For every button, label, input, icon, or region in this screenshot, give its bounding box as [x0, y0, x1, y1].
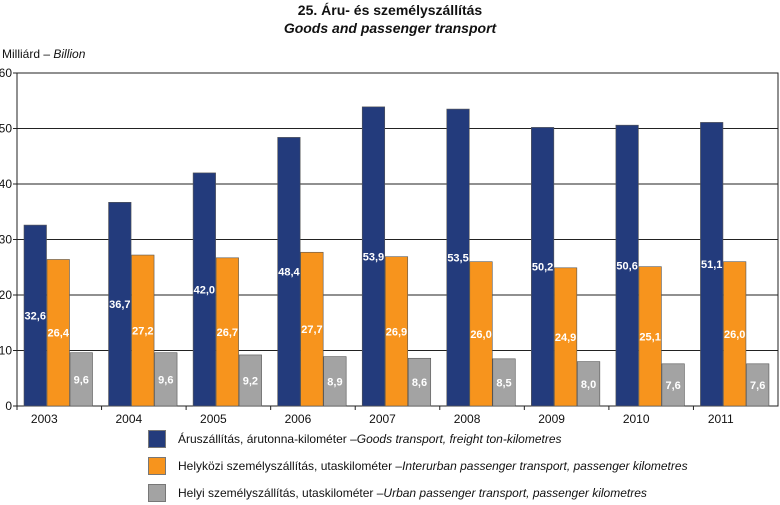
data-label: 27,7 [301, 324, 322, 336]
legend-label-en: Goods transport, freight ton-kilometres [356, 432, 562, 446]
data-label: 50,6 [616, 261, 637, 273]
data-label: 25,1 [639, 331, 660, 343]
bar [615, 124, 639, 407]
data-label: 7,6 [750, 380, 765, 392]
bar [277, 137, 301, 407]
bar [215, 257, 239, 407]
chart-title: 25. Áru- és személyszállítás [297, 2, 483, 18]
y-tick-label: 50 [0, 122, 12, 136]
legend-label-hu: Helyközi személyszállítás, utaskilométer… [178, 459, 403, 473]
legend-swatch [148, 457, 166, 475]
y-tick-label: 10 [0, 344, 12, 358]
legend-label-en: Interurban passenger transport, passenge… [402, 459, 688, 473]
data-label: 8,6 [412, 377, 427, 389]
bar [492, 358, 516, 407]
y-axis-unit: Milliárd – Billion [2, 47, 86, 61]
data-label: 26,4 [48, 328, 70, 340]
x-tick-label: 2006 [285, 412, 312, 426]
data-label: 27,2 [132, 326, 153, 338]
x-tick-label: 2003 [31, 412, 58, 426]
x-tick-label: 2008 [454, 412, 481, 426]
x-tick-label: 2007 [369, 412, 396, 426]
bar [469, 261, 493, 407]
bar [700, 122, 724, 407]
data-label: 9,2 [243, 375, 258, 387]
bar [300, 251, 324, 407]
data-label: 42,0 [194, 284, 215, 296]
legend-label-hu: Helyi személyszállítás, utaskilométer – [178, 486, 384, 500]
data-label: 24,9 [555, 332, 576, 344]
unit-hu: Milliárd [2, 47, 41, 61]
bar [192, 172, 216, 407]
bar [384, 256, 409, 407]
bar [323, 356, 347, 407]
data-label: 53,5 [447, 253, 468, 265]
bar [361, 106, 386, 407]
data-label: 32,6 [25, 311, 46, 323]
bar [531, 127, 555, 407]
data-label: 26,0 [724, 329, 745, 341]
x-tick-label: 2011 [708, 412, 734, 426]
data-label: 8,9 [327, 376, 342, 388]
bar [407, 357, 432, 407]
bar [661, 363, 685, 407]
bar [108, 202, 132, 407]
x-tick-label: 2005 [200, 412, 227, 426]
bar [577, 361, 601, 407]
legend-swatch [148, 484, 166, 502]
plot-area: 0 10 20 30 40 50 60 2003 32,626,4 9,6 2004 36,7 27,2… [0, 66, 779, 426]
bar [746, 363, 770, 407]
bar [154, 352, 178, 407]
bar [238, 354, 262, 407]
legend-item: Helyközi személyszállítás, utaskilométer… [148, 457, 688, 475]
unit-en: Billion [53, 47, 86, 61]
x-tick-label: 2010 [623, 412, 650, 426]
x-tick-label: 2004 [115, 412, 142, 426]
bar [131, 254, 155, 407]
bar [69, 352, 93, 407]
legend-item: Helyi személyszállítás, utaskilométer – … [148, 484, 647, 502]
bar [638, 266, 662, 407]
data-label: 8,0 [581, 379, 596, 391]
chart-subtitle: Goods and passenger transport [283, 20, 497, 36]
bar [23, 224, 47, 407]
data-label: 50,2 [532, 262, 553, 274]
data-label: 53,9 [363, 251, 384, 263]
y-tick-label: 0 [5, 399, 12, 413]
data-label: 36,7 [109, 299, 130, 311]
y-tick-label: 30 [0, 233, 12, 247]
data-label: 26,7 [217, 327, 238, 339]
legend-label-hu: Áruszállítás, árutonna-kilométer – [178, 432, 357, 446]
data-label: 9,6 [74, 374, 89, 386]
data-label: 48,4 [278, 267, 300, 279]
bar [446, 108, 470, 407]
legend-item: Áruszállítás, árutonna-kilométer – Goods… [148, 430, 562, 448]
data-label: 26,0 [470, 329, 491, 341]
bar [554, 267, 578, 407]
data-label: 7,6 [665, 380, 680, 392]
data-label: 8,5 [496, 377, 511, 389]
legend-label-en: Urban passenger transport, passenger kil… [383, 486, 647, 500]
data-label: 9,6 [158, 374, 173, 386]
y-tick-label: 20 [0, 288, 12, 302]
y-tick-label: 60 [0, 66, 12, 80]
legend-swatch [148, 430, 166, 448]
y-tick-label: 40 [0, 177, 12, 191]
data-label: 26,9 [386, 326, 407, 338]
bar [46, 259, 70, 407]
bar [723, 261, 747, 407]
data-label: 51,1 [701, 259, 722, 271]
x-tick-label: 2009 [538, 412, 565, 426]
